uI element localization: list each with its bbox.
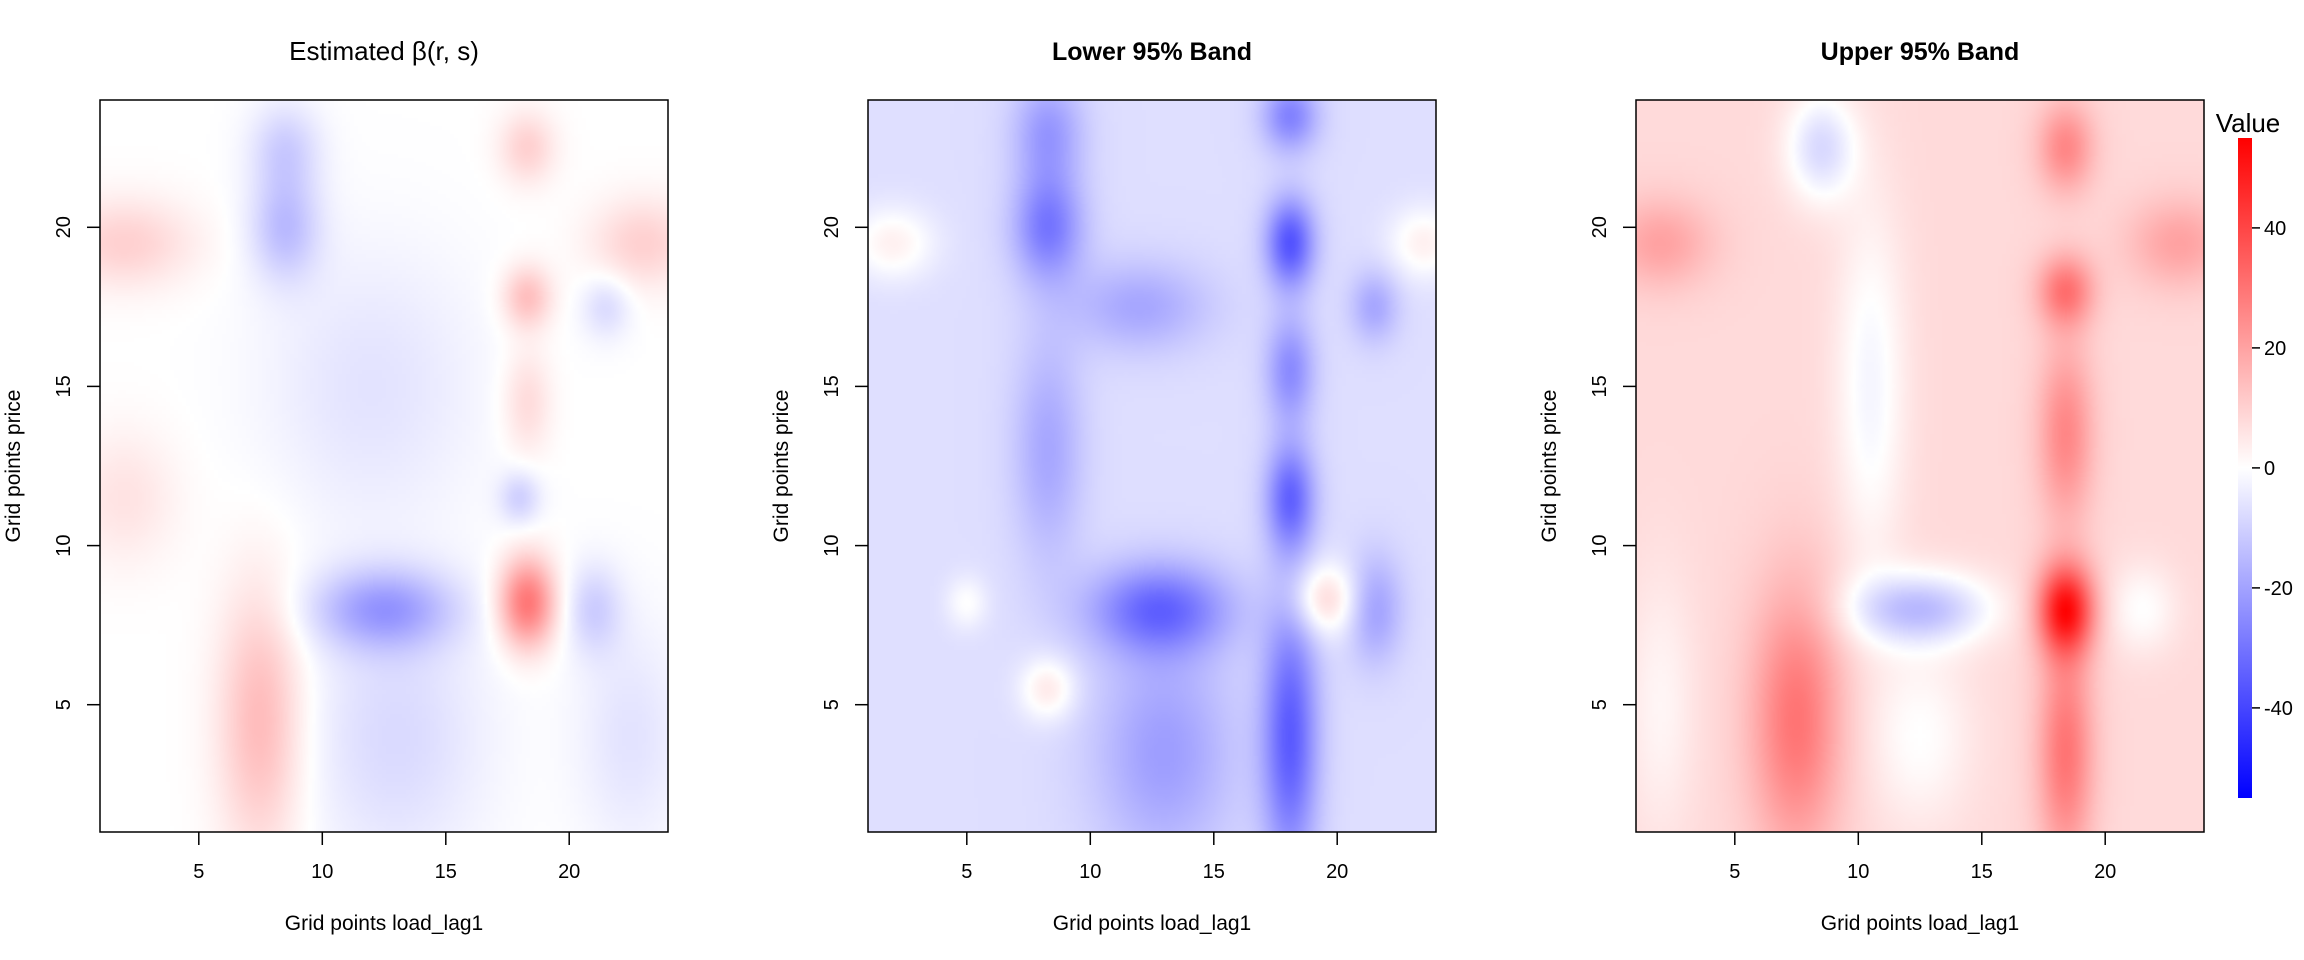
y-tick-label: 20 <box>53 216 75 238</box>
colorbar-tick-label: 40 <box>2264 218 2286 240</box>
y-axis: 5 10 15 20 Grid points price <box>770 216 868 710</box>
x-tick-label: 10 <box>311 861 333 883</box>
panel-title: Estimated β(r, s) <box>289 36 479 66</box>
heatmap-image <box>1636 100 2204 832</box>
panel-estimated-beta: Estimated β(r, s) 5 10 15 20 Grid points… <box>2 36 669 935</box>
colorbar-tick-label: 20 <box>2264 338 2286 360</box>
y-tick-label: 10 <box>821 534 843 556</box>
colorbar-tick-label: 0 <box>2264 458 2275 480</box>
plot-frame <box>99 99 669 833</box>
y-tick-label: 5 <box>1589 699 1611 710</box>
x-tick-label: 10 <box>1079 861 1101 883</box>
panel-title: Upper 95% Band <box>1821 38 2020 66</box>
plot-frame <box>1635 99 2205 833</box>
x-tick-label: 5 <box>193 861 204 883</box>
colorbar-title: Value <box>2216 108 2281 138</box>
panel-lower-band: Lower 95% Band 5 10 15 20 Grid points lo… <box>770 38 1437 935</box>
x-tick-label: 15 <box>1203 861 1225 883</box>
x-axis: 5 10 15 20 Grid points load_lag1 <box>1729 832 2116 935</box>
plot-frame <box>867 99 1437 833</box>
x-tick-label: 15 <box>1971 861 1993 883</box>
x-tick-label: 15 <box>435 861 457 883</box>
x-axis-label: Grid points load_lag1 <box>1821 912 2019 935</box>
y-tick-label: 5 <box>53 699 75 710</box>
x-tick-label: 20 <box>558 861 580 883</box>
y-tick-label: 20 <box>821 216 843 238</box>
panel-upper-band: Upper 95% Band 5 10 15 20 Grid points lo… <box>1538 38 2205 935</box>
y-tick-label: 10 <box>1589 534 1611 556</box>
y-tick-label: 20 <box>1589 216 1611 238</box>
x-tick-label: 10 <box>1847 861 1869 883</box>
colorbar-tick-label: -20 <box>2264 578 2293 600</box>
x-axis: 5 10 15 20 Grid points load_lag1 <box>961 832 1348 935</box>
x-tick-label: 20 <box>2094 861 2116 883</box>
y-tick-label: 10 <box>53 534 75 556</box>
panel-title: Lower 95% Band <box>1052 38 1252 66</box>
x-axis-label: Grid points load_lag1 <box>285 912 483 935</box>
x-tick-label: 5 <box>961 861 972 883</box>
x-axis-label: Grid points load_lag1 <box>1053 912 1251 935</box>
x-axis: 5 10 15 20 Grid points load_lag1 <box>193 832 580 935</box>
x-tick-label: 20 <box>1326 861 1348 883</box>
y-axis: 5 10 15 20 Grid points price <box>2 216 100 710</box>
y-axis: 5 10 15 20 Grid points price <box>1538 216 1636 710</box>
colorbar-tick-label: -40 <box>2264 698 2293 720</box>
y-axis-label: Grid points price <box>2 390 25 543</box>
y-tick-label: 15 <box>53 375 75 397</box>
y-tick-label: 15 <box>821 375 843 397</box>
heatmap-image <box>868 100 1436 832</box>
y-tick-label: 5 <box>821 699 843 710</box>
colorbar: Value 40 20 0 -20 -40 <box>2216 108 2293 798</box>
heatmap-image <box>100 100 668 832</box>
colorbar-gradient <box>2238 138 2252 798</box>
y-tick-label: 15 <box>1589 375 1611 397</box>
y-axis-label: Grid points price <box>1538 390 1561 543</box>
y-axis-label: Grid points price <box>770 390 793 543</box>
x-tick-label: 5 <box>1729 861 1740 883</box>
